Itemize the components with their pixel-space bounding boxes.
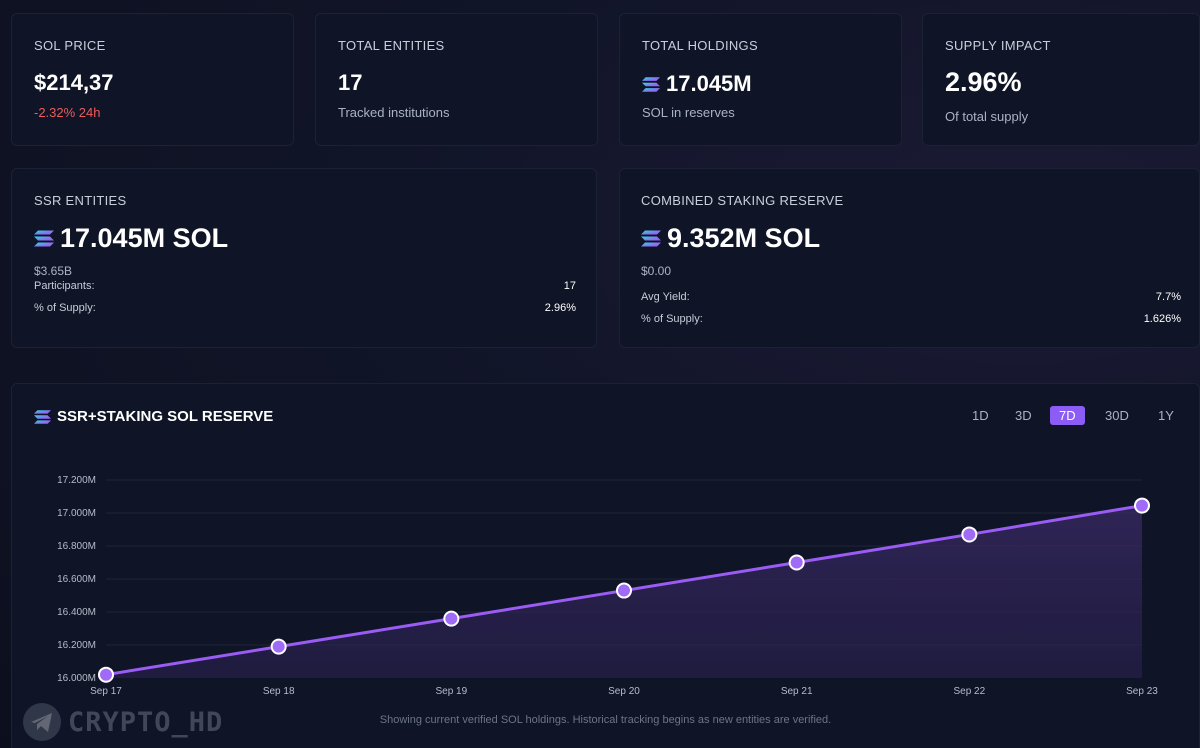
tab-7d[interactable]: 7D	[1050, 406, 1085, 425]
total-holdings-sub: SOL in reserves	[642, 105, 735, 120]
data-point	[961, 526, 978, 543]
staking-row-key: Avg Yield:	[641, 291, 690, 303]
tab-1d[interactable]: 1D	[972, 408, 989, 423]
staking-reserve-card: COMBINED STAKING RESERVE 9.352M SOL $0.0…	[619, 168, 1200, 348]
telegram-icon	[23, 703, 61, 741]
y-tick-label: 17.200M	[57, 475, 96, 486]
total-holdings-label: TOTAL HOLDINGS	[642, 38, 758, 53]
solana-icon	[641, 230, 661, 247]
total-entities-sub: Tracked institutions	[338, 105, 450, 120]
total-holdings-value-row: 17.045M	[642, 71, 752, 97]
staking-value: 9.352M SOL	[667, 223, 821, 253]
data-point	[1134, 497, 1150, 514]
chart-footnote: Showing current verified SOL holdings. H…	[379, 714, 832, 726]
tab-30d[interactable]: 30D	[1105, 408, 1129, 423]
watermark: CRYPTO_HD	[22, 702, 223, 742]
ssr-usd: $3.65B	[34, 264, 73, 278]
ssr-supply-row: % of Supply: 2.96%	[34, 302, 576, 314]
sol-price-card: SOL PRICE $214,37 -2.32% 24h	[11, 13, 294, 146]
ssr-entities-label: SSR ENTITIES	[34, 193, 127, 208]
supply-impact-label: SUPPLY IMPACT	[945, 38, 1051, 53]
sol-price-label: SOL PRICE	[34, 38, 106, 53]
x-tick-label: Sep 18	[263, 686, 295, 697]
ssr-row-key: % of Supply:	[34, 302, 96, 314]
ssr-row-value: 17	[563, 280, 576, 292]
reserve-area-chart: 16.000M 16.200M 16.400M 16.600M 16.800M 17.00…	[57, 475, 1158, 697]
ssr-row-value: 2.96%	[544, 302, 576, 314]
total-entities-label: TOTAL ENTITIES	[338, 38, 445, 53]
staking-row-value: 1.626%	[1143, 313, 1181, 325]
y-tick-label: 16.000M	[57, 673, 96, 684]
y-tick-label: 16.600M	[57, 574, 96, 585]
staking-value-row: 9.352M SOL	[641, 223, 820, 254]
staking-usd: $0.00	[641, 264, 672, 278]
sol-price-change: -2.32% 24h	[34, 105, 101, 120]
staking-reserve-label: COMBINED STAKING RESERVE	[641, 193, 844, 208]
solana-icon	[34, 230, 54, 247]
x-tick-label: Sep 20	[608, 686, 640, 697]
total-entities-value: 17	[338, 70, 363, 95]
sol-price-value: $214,37	[34, 70, 114, 95]
x-tick-label: Sep 19	[435, 686, 467, 697]
ssr-participants-row: Participants: 17	[34, 280, 576, 292]
staking-yield-row: Avg Yield: 7.7%	[641, 291, 1181, 303]
watermark-text: CRYPTO_HD	[68, 706, 224, 738]
supply-impact-card: SUPPLY IMPACT 2.96% Of total supply	[922, 13, 1200, 146]
data-point	[443, 610, 460, 627]
x-tick-label: Sep 22	[953, 686, 985, 697]
total-holdings-value: 17.045M	[666, 71, 752, 96]
y-tick-label: 16.400M	[57, 607, 96, 618]
staking-row-key: % of Supply:	[641, 313, 703, 325]
x-tick-label: Sep 23	[1126, 686, 1158, 697]
data-point	[98, 666, 114, 683]
staking-row-value: 7.7%	[1155, 291, 1181, 303]
y-tick-label: 16.800M	[57, 541, 96, 552]
y-tick-label: 17.000M	[57, 508, 96, 519]
y-tick-label: 16.200M	[57, 640, 96, 651]
x-tick-label: Sep 21	[781, 686, 813, 697]
staking-supply-row: % of Supply: 1.626%	[641, 313, 1181, 325]
tab-3d[interactable]: 3D	[1015, 408, 1032, 423]
data-point	[788, 554, 805, 571]
data-point	[270, 638, 287, 655]
ssr-value-row: 17.045M SOL	[34, 223, 228, 254]
ssr-value: 17.045M SOL	[60, 223, 229, 253]
solana-icon	[642, 77, 660, 92]
tab-1y[interactable]: 1Y	[1158, 408, 1174, 423]
ssr-entities-card: SSR ENTITIES 17.045M SOL $3.65B Particip…	[11, 168, 597, 348]
data-point	[616, 582, 632, 599]
total-entities-card: TOTAL ENTITIES 17 Tracked institutions	[315, 13, 598, 146]
chart-title: SSR+STAKING SOL RESERVE	[57, 408, 274, 425]
supply-impact-value: 2.96%	[945, 67, 1022, 97]
total-holdings-card: TOTAL HOLDINGS 17.045M SOL in reserves	[619, 13, 902, 146]
ssr-row-key: Participants:	[34, 280, 95, 292]
supply-impact-sub: Of total supply	[945, 109, 1029, 124]
chart-title-row: SSR+STAKING SOL RESERVE	[34, 408, 273, 425]
reserve-chart-panel: SSR+STAKING SOL RESERVE 1D 3D 7D 30D 1Y …	[11, 383, 1200, 748]
x-tick-label: Sep 17	[90, 686, 122, 697]
